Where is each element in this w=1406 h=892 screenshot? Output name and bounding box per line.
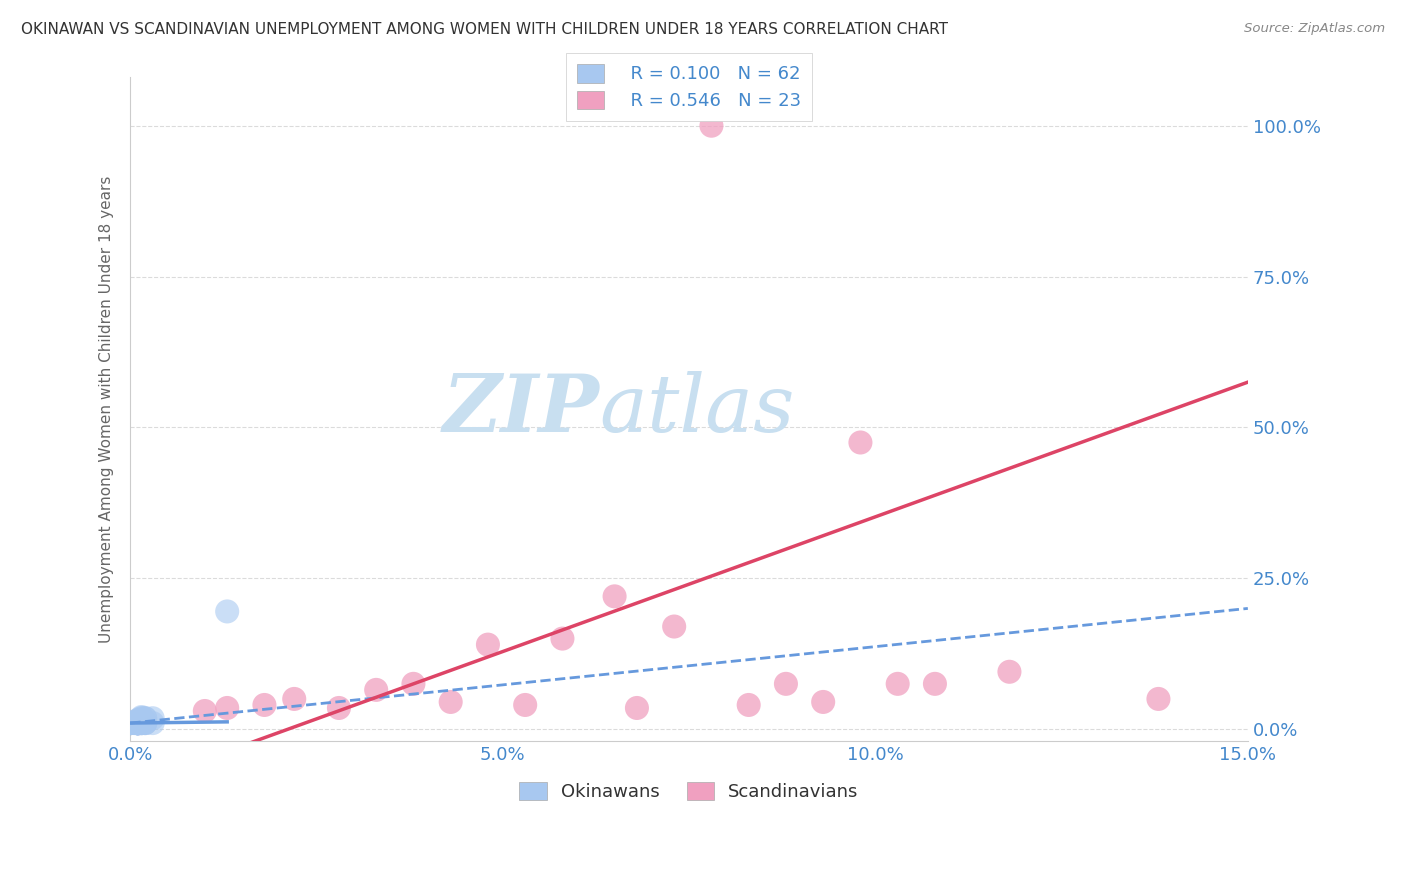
Point <box>127 716 149 731</box>
Point <box>142 711 165 725</box>
Point <box>127 716 149 731</box>
Point <box>134 716 156 731</box>
Text: OKINAWAN VS SCANDINAVIAN UNEMPLOYMENT AMONG WOMEN WITH CHILDREN UNDER 18 YEARS C: OKINAWAN VS SCANDINAVIAN UNEMPLOYMENT AM… <box>21 22 948 37</box>
Point <box>127 716 149 731</box>
Point <box>127 716 149 731</box>
Point <box>134 711 156 725</box>
Point <box>127 716 149 731</box>
Point <box>128 716 150 731</box>
Point <box>811 695 834 709</box>
Point <box>127 713 149 727</box>
Point <box>131 714 153 729</box>
Point <box>127 716 149 731</box>
Point <box>120 716 142 731</box>
Point <box>120 714 142 729</box>
Point <box>217 701 239 715</box>
Point <box>664 619 686 633</box>
Point <box>127 716 149 731</box>
Point <box>924 677 946 691</box>
Point <box>131 716 153 731</box>
Point <box>737 698 759 712</box>
Point <box>366 682 388 697</box>
Text: Source: ZipAtlas.com: Source: ZipAtlas.com <box>1244 22 1385 36</box>
Point <box>131 710 153 724</box>
Point <box>120 716 142 731</box>
Point <box>131 711 153 725</box>
Point <box>128 713 150 727</box>
Point <box>120 716 142 731</box>
Point <box>120 716 142 731</box>
Point <box>131 716 153 731</box>
Point <box>440 695 463 709</box>
Point <box>131 716 153 731</box>
Point <box>127 716 149 731</box>
Text: atlas: atlas <box>600 370 794 448</box>
Point <box>134 716 156 731</box>
Point <box>775 677 797 691</box>
Point <box>253 698 276 712</box>
Point <box>477 638 499 652</box>
Point <box>127 716 149 731</box>
Point <box>131 716 153 731</box>
Text: ZIP: ZIP <box>443 370 600 448</box>
Point <box>127 716 149 731</box>
Point <box>700 119 723 133</box>
Point <box>127 716 149 731</box>
Point <box>124 716 146 731</box>
Point <box>120 716 142 731</box>
Point <box>120 716 142 731</box>
Point <box>142 716 165 731</box>
Point <box>127 716 149 731</box>
Point <box>125 716 148 731</box>
Y-axis label: Unemployment Among Women with Children Under 18 years: Unemployment Among Women with Children U… <box>100 176 114 643</box>
Point <box>515 698 537 712</box>
Point <box>626 701 648 715</box>
Point <box>886 677 908 691</box>
Point <box>127 716 149 731</box>
Point <box>134 716 156 731</box>
Point <box>998 665 1021 679</box>
Point <box>402 677 425 691</box>
Point <box>127 716 149 731</box>
Point <box>551 632 574 646</box>
Point <box>127 716 149 731</box>
Point <box>194 704 217 718</box>
Point <box>1147 692 1170 706</box>
Point <box>127 716 149 731</box>
Point <box>127 716 149 731</box>
Point <box>127 716 149 731</box>
Point <box>127 716 149 731</box>
Point <box>849 435 872 450</box>
Point <box>283 692 305 706</box>
Point <box>131 711 153 725</box>
Point <box>131 716 153 731</box>
Point <box>120 716 142 731</box>
Point <box>127 716 149 731</box>
Point <box>127 716 149 731</box>
Point <box>127 716 149 731</box>
Point <box>328 701 350 715</box>
Point <box>120 716 142 731</box>
Point <box>127 716 149 731</box>
Point <box>603 590 626 604</box>
Point <box>127 716 149 731</box>
Point <box>127 716 149 731</box>
Point <box>217 604 239 618</box>
Legend: Okinawans, Scandinavians: Okinawans, Scandinavians <box>509 771 869 812</box>
Point <box>131 716 153 731</box>
Point <box>127 716 149 731</box>
Point <box>127 716 149 731</box>
Point <box>134 711 156 725</box>
Point <box>127 716 149 731</box>
Point <box>125 716 148 731</box>
Point <box>122 716 145 731</box>
